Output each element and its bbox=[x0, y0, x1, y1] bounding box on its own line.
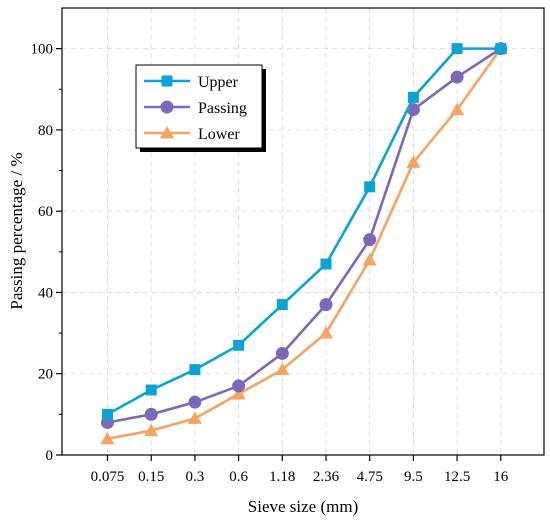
y-tick-label: 40 bbox=[38, 285, 53, 301]
data-point-passing bbox=[188, 395, 202, 409]
data-point-lower bbox=[450, 102, 465, 116]
x-tick-label: 9.5 bbox=[404, 469, 423, 485]
data-point-lower bbox=[406, 155, 421, 168]
y-tick-label: 60 bbox=[38, 204, 53, 220]
plot-area-frame bbox=[61, 7, 545, 456]
x-tick-label: 0.075 bbox=[91, 469, 125, 485]
series-line-passing bbox=[107, 47, 502, 424]
legend-label-passing: Passing bbox=[198, 100, 247, 117]
data-point-lower bbox=[187, 411, 202, 424]
series-passing bbox=[101, 42, 508, 429]
legend-label-lower: Lower bbox=[198, 126, 240, 143]
data-point-lower bbox=[231, 387, 246, 400]
legend-label-upper: Upper bbox=[198, 74, 239, 91]
y-tick-label: 80 bbox=[38, 123, 53, 139]
data-point-passing bbox=[319, 298, 333, 312]
data-point-upper bbox=[451, 43, 463, 55]
data-point-passing bbox=[275, 346, 289, 360]
series-upper bbox=[102, 43, 507, 420]
data-point-lower bbox=[100, 431, 115, 445]
series-line-lower bbox=[107, 47, 502, 441]
series-line-upper bbox=[106, 47, 501, 416]
x-tick-label: 2.36 bbox=[313, 469, 340, 485]
x-tick-label: 0.3 bbox=[186, 469, 205, 485]
legend-marker-upper bbox=[161, 75, 173, 87]
axis-ticks: 0 20 40 60 80 100 0.075 0.15 0.3 0.6 1.18 2.36 4.75 9… bbox=[31, 42, 509, 485]
x-tick-label: 1.18 bbox=[269, 469, 295, 485]
series-lower bbox=[100, 41, 508, 445]
data-point-upper bbox=[145, 384, 157, 396]
x-tick-label: 16 bbox=[493, 469, 509, 485]
x-tick-label: 0.15 bbox=[138, 469, 164, 485]
data-point-passing bbox=[232, 379, 246, 393]
data-point-upper bbox=[189, 364, 201, 376]
data-point-passing bbox=[450, 70, 464, 84]
x-tick-label: 0.6 bbox=[229, 469, 248, 485]
grid bbox=[62, 8, 544, 455]
legend-marker-passing bbox=[160, 100, 174, 114]
data-point-upper bbox=[233, 339, 245, 351]
x-tick-label: 4.75 bbox=[357, 469, 383, 485]
data-point-upper bbox=[364, 181, 376, 193]
legend-marker-lower bbox=[160, 126, 174, 139]
y-tick-label: 20 bbox=[38, 367, 53, 383]
legend: Upper Passing Lower bbox=[135, 64, 266, 152]
data-point-upper bbox=[276, 299, 288, 311]
data-point-passing bbox=[363, 233, 377, 247]
data-point-upper bbox=[407, 91, 419, 103]
data-point-upper bbox=[495, 43, 507, 55]
y-tick-label: 0 bbox=[46, 448, 54, 464]
y-tick-label: 100 bbox=[31, 42, 54, 58]
data-point-passing bbox=[144, 407, 158, 421]
y-axis-title: Passing percentage / % bbox=[7, 152, 26, 309]
data-point-upper bbox=[102, 408, 113, 420]
x-axis-title: Sieve size (mm) bbox=[248, 497, 358, 516]
data-point-upper bbox=[320, 258, 332, 270]
data-point-lower bbox=[362, 252, 377, 266]
data-point-lower bbox=[275, 362, 290, 376]
x-tick-label: 12.5 bbox=[444, 469, 470, 485]
series bbox=[100, 41, 508, 445]
data-point-lower bbox=[144, 423, 159, 437]
data-point-lower bbox=[319, 326, 333, 339]
